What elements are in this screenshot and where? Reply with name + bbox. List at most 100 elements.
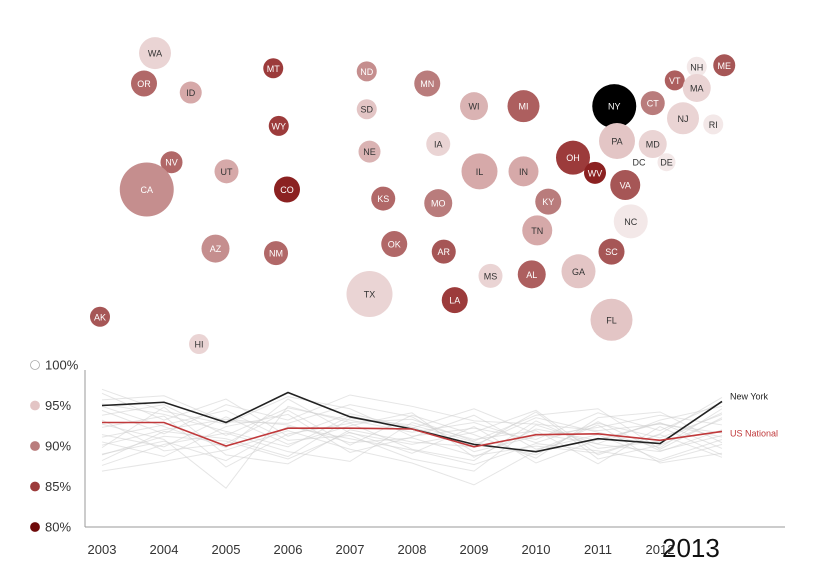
state-bubble-dc[interactable]: DC [630,153,648,172]
state-bubble-nd[interactable]: ND [356,61,377,82]
state-bubble-wa[interactable]: WA [139,37,171,70]
state-bubble-ga[interactable]: GA [561,254,596,289]
background-series-line [101,396,723,456]
x-tick-label: 2004 [150,542,179,557]
state-bubble-ks[interactable]: KS [371,186,396,211]
y-tick-label: 90% [45,439,71,454]
state-label: KY [542,197,554,207]
y-tick-swatch [30,481,40,492]
state-bubble-sd[interactable]: SD [356,99,377,120]
state-bubble-nj[interactable]: NJ [667,102,699,135]
state-bubble-ky[interactable]: KY [535,188,562,215]
state-circle [358,140,381,163]
series-label: US National [730,428,778,438]
state-bubble-or[interactable]: OR [131,70,157,97]
state-bubble-mi[interactable]: MI [507,90,540,123]
state-circle [356,99,377,120]
x-tick-label: 2011 [584,542,612,557]
state-bubble-mt[interactable]: MT [263,58,284,79]
state-bubble-hi[interactable]: HI [189,334,209,355]
state-bubble-pa[interactable]: PA [599,123,635,160]
state-circle [517,260,546,289]
highlight-series-group: New York US National [101,391,778,453]
state-bubble-fl[interactable]: FL [590,298,633,341]
state-bubble-ok[interactable]: OK [381,231,408,258]
state-bubble-oh[interactable]: OH [556,140,590,175]
state-bubble-ct[interactable]: CT [640,91,665,116]
state-bubble-nm[interactable]: NM [264,241,288,266]
state-bubble-mo[interactable]: MO [424,189,453,218]
state-bubble-wv[interactable]: WV [584,161,606,184]
state-bubble-nc[interactable]: NC [613,204,648,239]
x-tick-label: 2003 [88,542,117,557]
state-circle [160,151,183,174]
state-label: NJ [678,114,689,124]
state-bubble-me[interactable]: ME [713,54,736,77]
x-tick-label: 2005 [212,542,241,557]
state-bubble-co[interactable]: CO [274,176,300,203]
state-bubble-ms[interactable]: MS [478,263,503,288]
state-bubble-az[interactable]: AZ [201,234,230,263]
state-bubble-ri[interactable]: RI [703,114,724,135]
state-bubble-la[interactable]: LA [441,287,468,314]
background-series-line [101,409,723,459]
state-bubble-ca[interactable]: CA [119,162,174,217]
state-label: DC [633,158,646,168]
state-bubble-ar[interactable]: AR [431,239,456,264]
state-bubble-tx[interactable]: TX [346,271,393,318]
state-label: SC [605,247,618,257]
state-label: OH [566,153,580,163]
state-circle [713,54,736,77]
state-bubble-va[interactable]: VA [610,169,641,200]
state-circle [179,81,202,104]
state-bubble-tn[interactable]: TN [522,215,553,246]
state-bubble-ia[interactable]: IA [426,132,451,157]
state-circle [638,130,667,159]
state-bubble-il[interactable]: IL [461,153,498,190]
x-tick-label: 2008 [398,542,427,557]
state-bubble-wy[interactable]: WY [268,115,289,136]
state-bubble-ut[interactable]: UT [214,159,239,184]
state-bubble-sc[interactable]: SC [598,238,625,265]
y-tick-label: 95% [45,398,71,413]
state-label: MA [690,83,704,93]
state-bubble-al[interactable]: AL [517,260,546,289]
state-circle [507,90,540,123]
state-bubble-in[interactable]: IN [508,156,539,187]
state-bubble-mn[interactable]: MN [414,70,441,97]
state-circle [119,162,174,217]
state-label: RI [709,120,718,130]
current-year-label: 2013 [662,533,720,563]
state-label: NH [690,62,703,72]
state-bubble-md[interactable]: MD [638,130,667,159]
state-label: GA [572,267,585,277]
state-label: ND [360,67,373,77]
state-label: NC [624,217,637,227]
state-bubble-ne[interactable]: NE [358,140,381,163]
state-label: MN [420,79,434,89]
state-circle [414,70,441,97]
state-bubble-vt[interactable]: VT [664,70,685,91]
state-circle [703,114,724,135]
state-label: DE [660,158,673,168]
state-bubble-wi[interactable]: WI [460,92,488,121]
state-bubble-ak[interactable]: AK [90,306,110,327]
y-axis: 100% 95% 90% 85% 80% [30,358,86,535]
state-label: AL [526,270,537,280]
state-label: WI [469,102,480,112]
state-label: NY [608,102,621,112]
state-bubble-nv[interactable]: NV [160,151,183,174]
state-label: OR [137,79,151,89]
state-label: ME [718,61,732,71]
state-circle [598,238,625,265]
state-bubble-ma[interactable]: MA [682,73,711,102]
state-bubble-ny[interactable]: NY [592,84,637,129]
state-circle [584,161,606,184]
state-bubble-id[interactable]: ID [179,81,202,104]
state-bubble-nh[interactable]: NH [686,56,707,77]
state-circle [90,306,110,327]
x-axis: 2003 2004 2005 2006 2007 2008 2009 2010 2011 2012 [85,526,785,557]
state-bubble-de[interactable]: DE [657,153,676,172]
background-series-line [101,394,723,435]
